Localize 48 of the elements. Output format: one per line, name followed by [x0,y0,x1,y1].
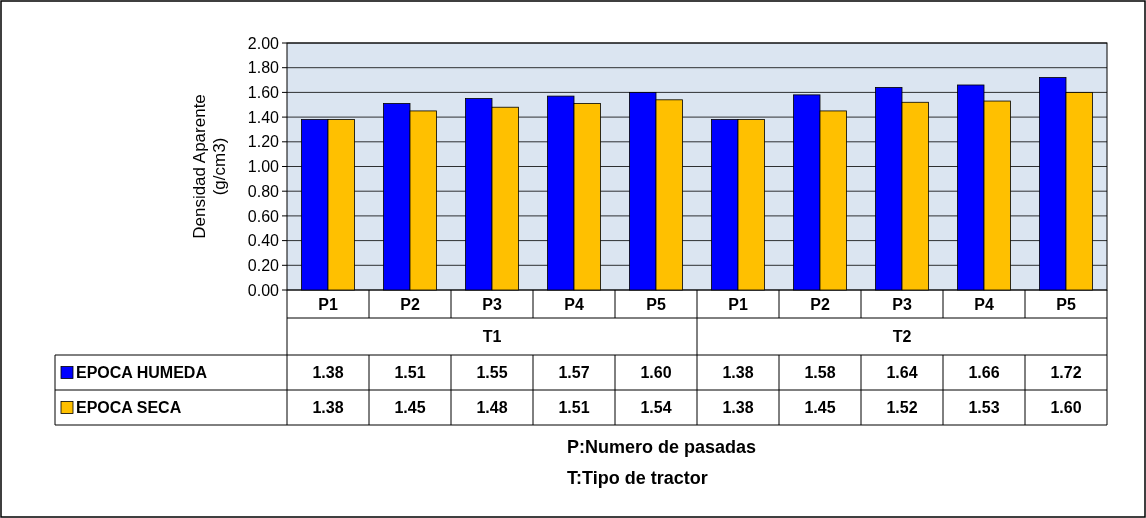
data-label: 1.51 [394,364,426,382]
y-tick-label: 1.00 [247,158,280,176]
data-label: 1.60 [640,364,672,382]
data-label: 1.51 [558,399,590,417]
data-label: 1.53 [968,399,1000,417]
x-tick-label: P1 [728,295,748,313]
data-label: 1.57 [558,364,590,382]
y-tick-label: 0.80 [247,182,280,200]
data-label: 1.45 [394,399,426,417]
data-label: 1.55 [476,364,508,382]
data-label: 1.72 [1050,364,1082,382]
y-axis-title: Densidad Aparente (g/cm3) [190,94,229,239]
text: T1 [482,328,502,346]
y-tick-label: 1.40 [247,108,280,126]
data-label: 1.66 [968,364,1000,382]
x-tick-label: P5 [646,295,666,313]
y-tick-label: 2.00 [247,34,280,52]
y-tick-label: 0.60 [247,207,280,225]
legend-label: EPOCA SECA [76,399,182,417]
x-tick-label: P2 [810,295,830,313]
x-tick-label: P2 [400,295,420,313]
y-tick-label: 0.40 [247,232,280,250]
data-label: 1.52 [886,399,918,417]
text: T:Tipo de tractor [567,468,708,489]
data-label: 1.58 [804,364,836,382]
y-tick-label: 1.20 [247,133,280,151]
text: T2 [892,328,912,346]
data-label: 1.54 [640,399,672,417]
data-label: 1.48 [476,399,508,417]
data-label: 1.38 [312,399,344,417]
x-tick-label: P1 [318,295,338,313]
x-tick-label: P4 [974,295,994,313]
y-tick-label: 1.60 [247,84,280,101]
x-tick-label: P3 [892,295,912,313]
y-tick-label: 1.80 [247,59,280,77]
data-label: 1.45 [804,399,836,417]
data-label: 1.60 [1050,399,1082,417]
data-label: 1.64 [886,364,918,382]
x-tick-label: P4 [564,295,584,313]
data-label: 1.38 [312,364,344,382]
data-label: 1.38 [722,399,754,417]
x-tick-label: P5 [1056,295,1076,313]
legend-label: EPOCA HUMEDA [76,364,208,382]
x-tick-label: P3 [482,295,502,313]
data-label: 1.38 [722,364,754,382]
y-tick-label: 0.00 [247,281,280,299]
text: P:Numero de pasadas [567,437,757,458]
y-tick-label: 0.20 [247,256,280,274]
